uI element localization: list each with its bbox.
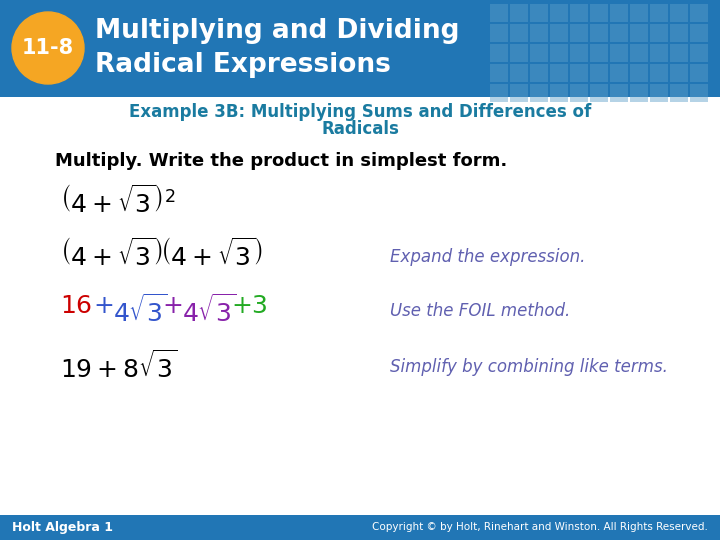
Bar	[490, 24, 508, 42]
Bar	[690, 24, 708, 42]
Bar	[570, 4, 588, 22]
Bar	[650, 84, 668, 102]
Text: Multiplying and Dividing: Multiplying and Dividing	[95, 18, 459, 44]
Text: $3$: $3$	[251, 294, 267, 318]
Bar	[630, 64, 648, 82]
Bar	[650, 24, 668, 42]
Bar	[590, 4, 608, 22]
Bar	[650, 4, 668, 22]
Text: $19+8\sqrt{3}$: $19+8\sqrt{3}$	[60, 350, 177, 383]
Bar	[550, 84, 568, 102]
Text: $4\sqrt{3}$: $4\sqrt{3}$	[182, 294, 237, 327]
Text: Radical Expressions: Radical Expressions	[95, 52, 391, 78]
Text: $4\sqrt{3}$: $4\sqrt{3}$	[113, 294, 168, 327]
Text: Multiply. Write the product in simplest form.: Multiply. Write the product in simplest …	[55, 152, 508, 170]
Bar	[0, 0, 720, 97]
Bar	[530, 24, 548, 42]
Text: Use the FOIL method.: Use the FOIL method.	[390, 302, 570, 320]
Text: Copyright © by Holt, Rinehart and Winston. All Rights Reserved.: Copyright © by Holt, Rinehart and Winsto…	[372, 523, 708, 532]
Bar	[610, 4, 628, 22]
Bar	[670, 4, 688, 22]
Bar	[550, 24, 568, 42]
Bar	[590, 24, 608, 42]
Bar	[630, 44, 648, 62]
Bar	[590, 44, 608, 62]
Bar	[550, 44, 568, 62]
Bar	[490, 64, 508, 82]
Bar	[650, 44, 668, 62]
Bar	[650, 64, 668, 82]
Bar	[510, 4, 528, 22]
Bar	[490, 4, 508, 22]
Bar	[510, 84, 528, 102]
Bar	[0, 515, 720, 540]
Text: $\left(4+\sqrt{3}\right)^{2}$: $\left(4+\sqrt{3}\right)^{2}$	[60, 185, 176, 218]
Bar	[490, 44, 508, 62]
Bar	[530, 64, 548, 82]
Bar	[550, 64, 568, 82]
Bar	[690, 64, 708, 82]
Bar	[690, 44, 708, 62]
Circle shape	[12, 12, 84, 84]
Bar	[510, 64, 528, 82]
Bar	[590, 84, 608, 102]
Bar	[550, 4, 568, 22]
Text: Example 3B: Multiplying Sums and Differences of: Example 3B: Multiplying Sums and Differe…	[129, 103, 591, 121]
Text: $16$: $16$	[60, 294, 92, 318]
Text: Radicals: Radicals	[321, 120, 399, 138]
Text: 11-8: 11-8	[22, 38, 74, 58]
Bar	[570, 64, 588, 82]
Text: $\left(4+\sqrt{3}\right)\!\left(4+\sqrt{3}\right)$: $\left(4+\sqrt{3}\right)\!\left(4+\sqrt{…	[60, 238, 263, 271]
Bar	[510, 44, 528, 62]
Text: Simplify by combining like terms.: Simplify by combining like terms.	[390, 358, 668, 376]
Bar	[670, 44, 688, 62]
Bar	[610, 44, 628, 62]
Bar	[530, 84, 548, 102]
Bar	[530, 4, 548, 22]
Bar	[510, 24, 528, 42]
Bar	[570, 24, 588, 42]
Bar	[570, 44, 588, 62]
Bar	[490, 84, 508, 102]
Text: $+$: $+$	[93, 294, 113, 318]
Bar	[590, 64, 608, 82]
Bar	[670, 64, 688, 82]
Bar	[670, 84, 688, 102]
Bar	[610, 84, 628, 102]
Bar	[690, 84, 708, 102]
Bar	[630, 84, 648, 102]
Text: $+$: $+$	[231, 294, 251, 318]
Text: Holt Algebra 1: Holt Algebra 1	[12, 521, 113, 534]
Bar	[610, 24, 628, 42]
Bar	[610, 64, 628, 82]
Text: Expand the expression.: Expand the expression.	[390, 248, 585, 266]
Text: $+$: $+$	[162, 294, 182, 318]
Bar	[570, 84, 588, 102]
Bar	[630, 4, 648, 22]
Bar	[670, 24, 688, 42]
Bar	[630, 24, 648, 42]
Bar	[690, 4, 708, 22]
Bar	[530, 44, 548, 62]
